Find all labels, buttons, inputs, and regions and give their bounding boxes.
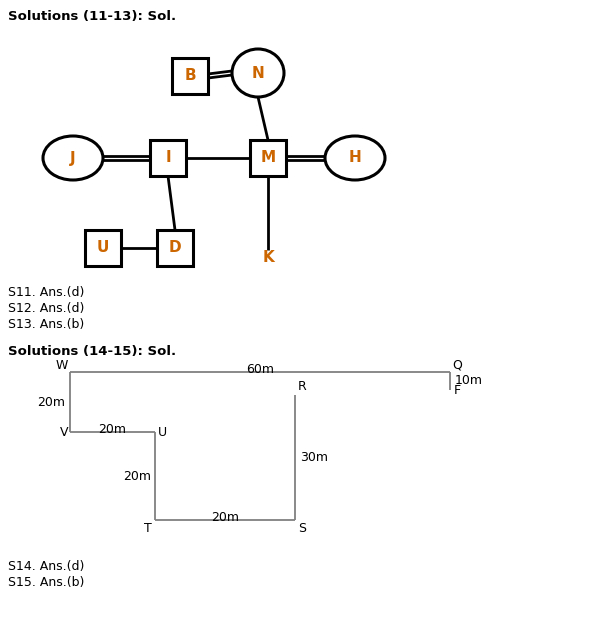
Text: D: D — [169, 240, 181, 255]
Text: S15. Ans.(b): S15. Ans.(b) — [8, 576, 84, 589]
Ellipse shape — [43, 136, 103, 180]
Text: 20m: 20m — [37, 396, 65, 409]
Text: 10m: 10m — [455, 374, 483, 387]
Text: S14. Ans.(d): S14. Ans.(d) — [8, 560, 84, 573]
Text: T: T — [144, 522, 152, 535]
Text: Solutions (11-13): Sol.: Solutions (11-13): Sol. — [8, 10, 176, 23]
Text: S11. Ans.(d): S11. Ans.(d) — [8, 286, 84, 299]
Text: 60m: 60m — [246, 363, 274, 376]
Text: 30m: 30m — [300, 451, 328, 464]
Text: V: V — [60, 426, 68, 438]
Bar — [85, 230, 121, 266]
Text: H: H — [349, 150, 362, 165]
Text: 20m: 20m — [98, 423, 126, 436]
Text: F: F — [454, 384, 461, 396]
Ellipse shape — [232, 49, 284, 97]
Bar — [172, 58, 208, 94]
Text: W: W — [56, 359, 68, 372]
Text: Solutions (14-15): Sol.: Solutions (14-15): Sol. — [8, 345, 176, 358]
Text: R: R — [298, 380, 307, 393]
Text: M: M — [260, 150, 276, 165]
Text: Q: Q — [452, 359, 462, 372]
Bar — [150, 140, 186, 176]
Text: S12. Ans.(d): S12. Ans.(d) — [8, 302, 84, 315]
Text: 20m: 20m — [123, 470, 151, 483]
Text: S: S — [298, 522, 306, 535]
Text: N: N — [252, 66, 265, 81]
Bar — [157, 230, 193, 266]
Text: U: U — [158, 426, 167, 438]
Text: B: B — [184, 68, 196, 83]
Text: K: K — [262, 250, 274, 265]
Text: J: J — [70, 150, 76, 165]
Text: S13. Ans.(b): S13. Ans.(b) — [8, 318, 84, 331]
Text: U: U — [97, 240, 109, 255]
Bar — [250, 140, 286, 176]
Text: I: I — [165, 150, 171, 165]
Text: 20m: 20m — [211, 511, 239, 524]
Ellipse shape — [325, 136, 385, 180]
